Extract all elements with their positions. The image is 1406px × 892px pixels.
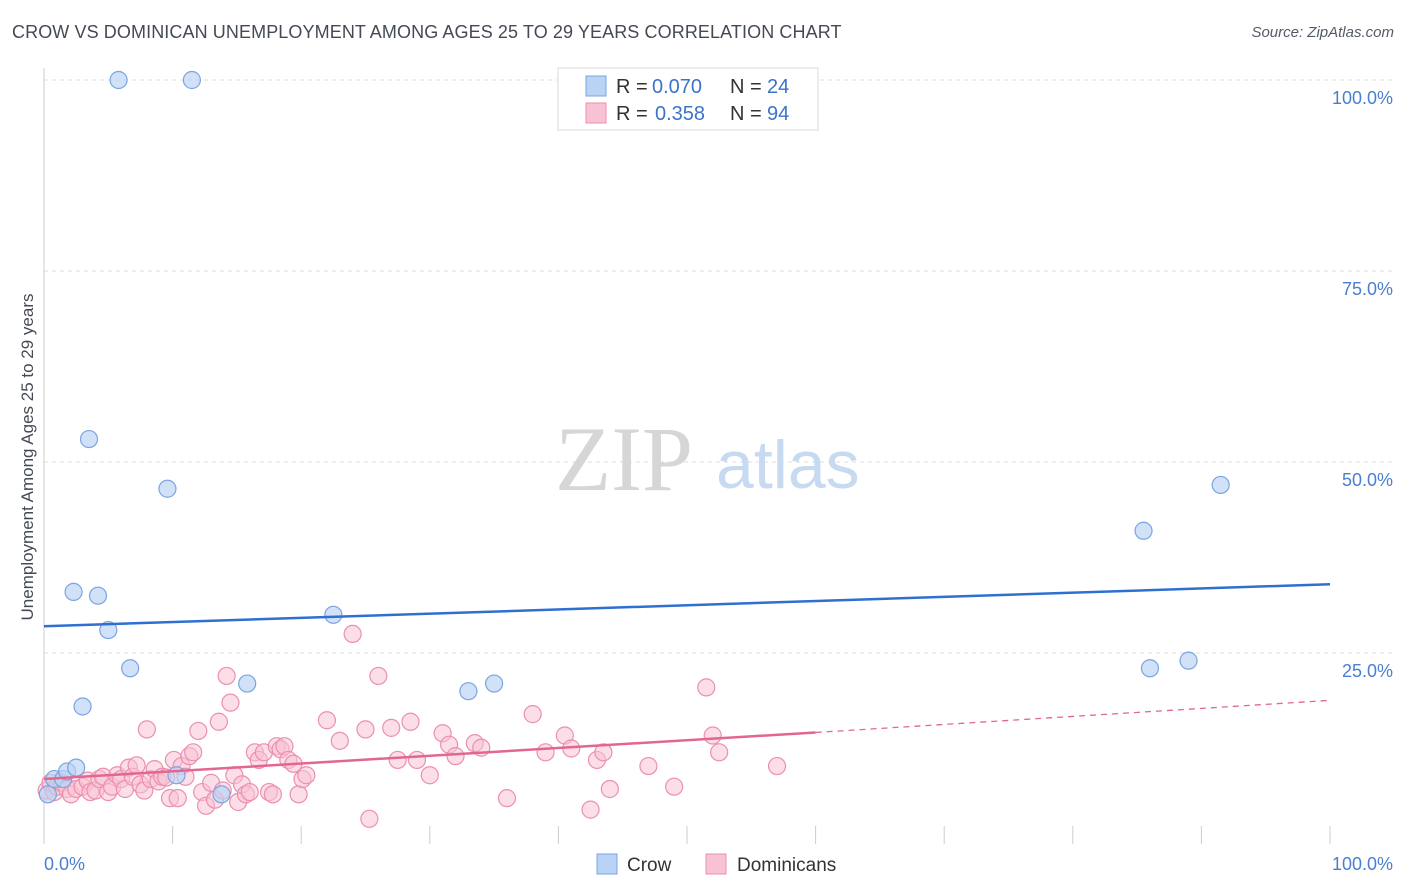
crow-point (238, 674, 257, 693)
crow-point (121, 659, 140, 678)
crow-point (1134, 521, 1153, 540)
dominicans-r-value: 0.358 (655, 103, 705, 125)
dominicans-r-label: R = (616, 103, 648, 125)
watermark: ZIP atlas (555, 408, 860, 510)
dominicans-point (360, 809, 379, 828)
dominicans-point (703, 726, 722, 745)
dominicans-point (767, 756, 787, 776)
dominicans-point (289, 785, 308, 804)
dominicans-point (369, 666, 388, 686)
dominicans-point (497, 789, 517, 808)
dominicans-point (639, 756, 658, 776)
y-tick-label: 75.0% (1342, 279, 1393, 299)
x-tick-label: 0.0% (44, 854, 85, 874)
dominicans-point (581, 800, 600, 819)
crow-point (67, 758, 86, 777)
dominicans-point (401, 712, 420, 731)
dominicans-point (665, 777, 684, 796)
crow-swatch (585, 75, 607, 97)
dominicans-point (356, 720, 375, 739)
crow-point (1211, 475, 1230, 495)
watermark-zip: ZIP (555, 408, 693, 510)
dominicans-point (217, 666, 236, 686)
trend-lines (43, 582, 1331, 781)
crow-point (212, 785, 231, 804)
crow-point (459, 682, 478, 701)
crow-point (1179, 651, 1198, 670)
dominicans-point (710, 743, 729, 762)
dominicans-point (317, 711, 337, 730)
crow-point (109, 70, 128, 90)
dominicans-trend-line (43, 731, 816, 781)
crow-point (99, 620, 118, 640)
axes: 25.0% 50.0% 75.0% 100.0% 0.0% 100.0% (43, 68, 1393, 874)
dominicans-n-label: N = (730, 103, 762, 125)
legend-crow-label: Crow (627, 855, 672, 876)
dominicans-point (263, 785, 283, 804)
crow-point (38, 785, 57, 804)
source-label: Source: ZipAtlas.com (1251, 24, 1394, 41)
crow-point (182, 70, 201, 90)
dominicans-point (297, 766, 316, 785)
grid (44, 79, 1394, 654)
y-tick-label: 100.0% (1332, 88, 1393, 108)
dominicans-point (697, 678, 716, 697)
dominicans-point (221, 693, 240, 712)
dominicans-point (446, 747, 465, 766)
crow-point (79, 429, 99, 449)
crow-point (167, 766, 186, 785)
y-axis-label: Unemployment Among Ages 25 to 29 years (18, 294, 37, 621)
dominicans-point (388, 750, 407, 770)
crow-point (73, 697, 92, 716)
dominicans-trend-extension (815, 699, 1331, 734)
dominicans-point (600, 779, 619, 799)
crow-trend-line (43, 582, 1331, 628)
y-tick-label: 25.0% (1342, 661, 1393, 681)
dominicans-point (189, 721, 208, 741)
dominicans-point (209, 712, 228, 731)
dominicans-point (168, 789, 187, 808)
dominicans-point (137, 720, 156, 739)
dominicans-point (536, 743, 555, 762)
x-tick-label: 100.0% (1332, 854, 1393, 874)
dominicans-points (37, 624, 787, 828)
y-tick-label: 50.0% (1342, 470, 1393, 490)
crow-point (324, 605, 343, 624)
crow-r-value: 0.070 (652, 76, 702, 98)
dominicans-point (523, 705, 542, 724)
crow-n-value: 24 (767, 76, 789, 98)
dominicans-point (330, 731, 349, 750)
legend-dominicans-swatch (705, 853, 727, 875)
dominicans-point (127, 756, 146, 775)
legend-crow-swatch (596, 853, 618, 875)
crow-n-label: N = (730, 76, 762, 98)
dominicans-point (594, 743, 613, 762)
dominicans-swatch (585, 102, 607, 124)
watermark-atlas: atlas (716, 427, 860, 503)
dominicans-point (184, 743, 203, 762)
crow-r-label: R = (616, 76, 648, 98)
crow-point (88, 586, 108, 605)
dominicans-point (343, 624, 362, 644)
legend-dominicans-label: Dominicans (737, 855, 836, 876)
chart-title: CROW VS DOMINICAN UNEMPLOYMENT AMONG AGE… (12, 22, 842, 42)
dominicans-point (407, 750, 427, 770)
crow-point (64, 582, 83, 601)
dominicans-point (240, 782, 259, 802)
series-legend: Crow Dominicans (596, 853, 836, 876)
stats-legend: R = 0.070 N = 24 R = 0.358 N = 94 (557, 67, 819, 131)
crow-point (485, 674, 504, 693)
crow-point (158, 479, 177, 498)
crow-point (1140, 659, 1160, 678)
dominicans-n-value: 94 (767, 103, 789, 125)
dominicans-point (420, 766, 439, 785)
dominicans-point (382, 718, 401, 737)
